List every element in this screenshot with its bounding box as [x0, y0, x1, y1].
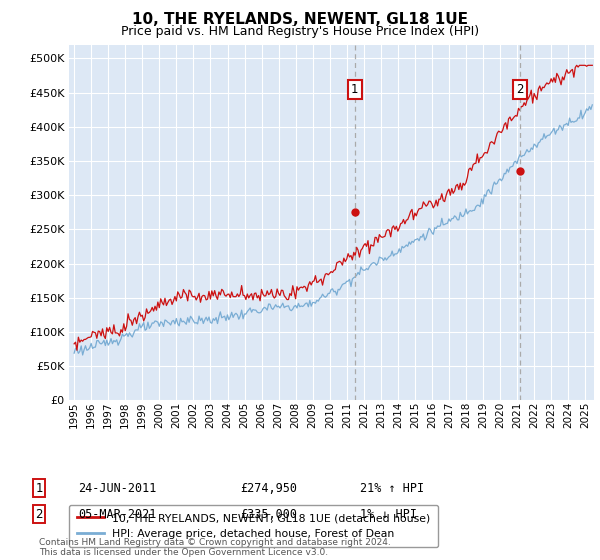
Text: 05-MAR-2021: 05-MAR-2021 [78, 507, 157, 521]
Text: 10, THE RYELANDS, NEWENT, GL18 1UE: 10, THE RYELANDS, NEWENT, GL18 1UE [132, 12, 468, 27]
Text: 1: 1 [35, 482, 43, 495]
Text: 1: 1 [351, 83, 359, 96]
Text: 21% ↑ HPI: 21% ↑ HPI [360, 482, 424, 495]
Legend: 10, THE RYELANDS, NEWENT, GL18 1UE (detached house), HPI: Average price, detache: 10, THE RYELANDS, NEWENT, GL18 1UE (deta… [69, 505, 438, 547]
Text: Price paid vs. HM Land Registry's House Price Index (HPI): Price paid vs. HM Land Registry's House … [121, 25, 479, 38]
Text: Contains HM Land Registry data © Crown copyright and database right 2024.
This d: Contains HM Land Registry data © Crown c… [39, 538, 391, 557]
Text: 1% ↓ HPI: 1% ↓ HPI [360, 507, 417, 521]
Text: £274,950: £274,950 [240, 482, 297, 495]
Text: £335,000: £335,000 [240, 507, 297, 521]
Text: 24-JUN-2011: 24-JUN-2011 [78, 482, 157, 495]
Text: 2: 2 [35, 507, 43, 521]
Text: 2: 2 [517, 83, 524, 96]
